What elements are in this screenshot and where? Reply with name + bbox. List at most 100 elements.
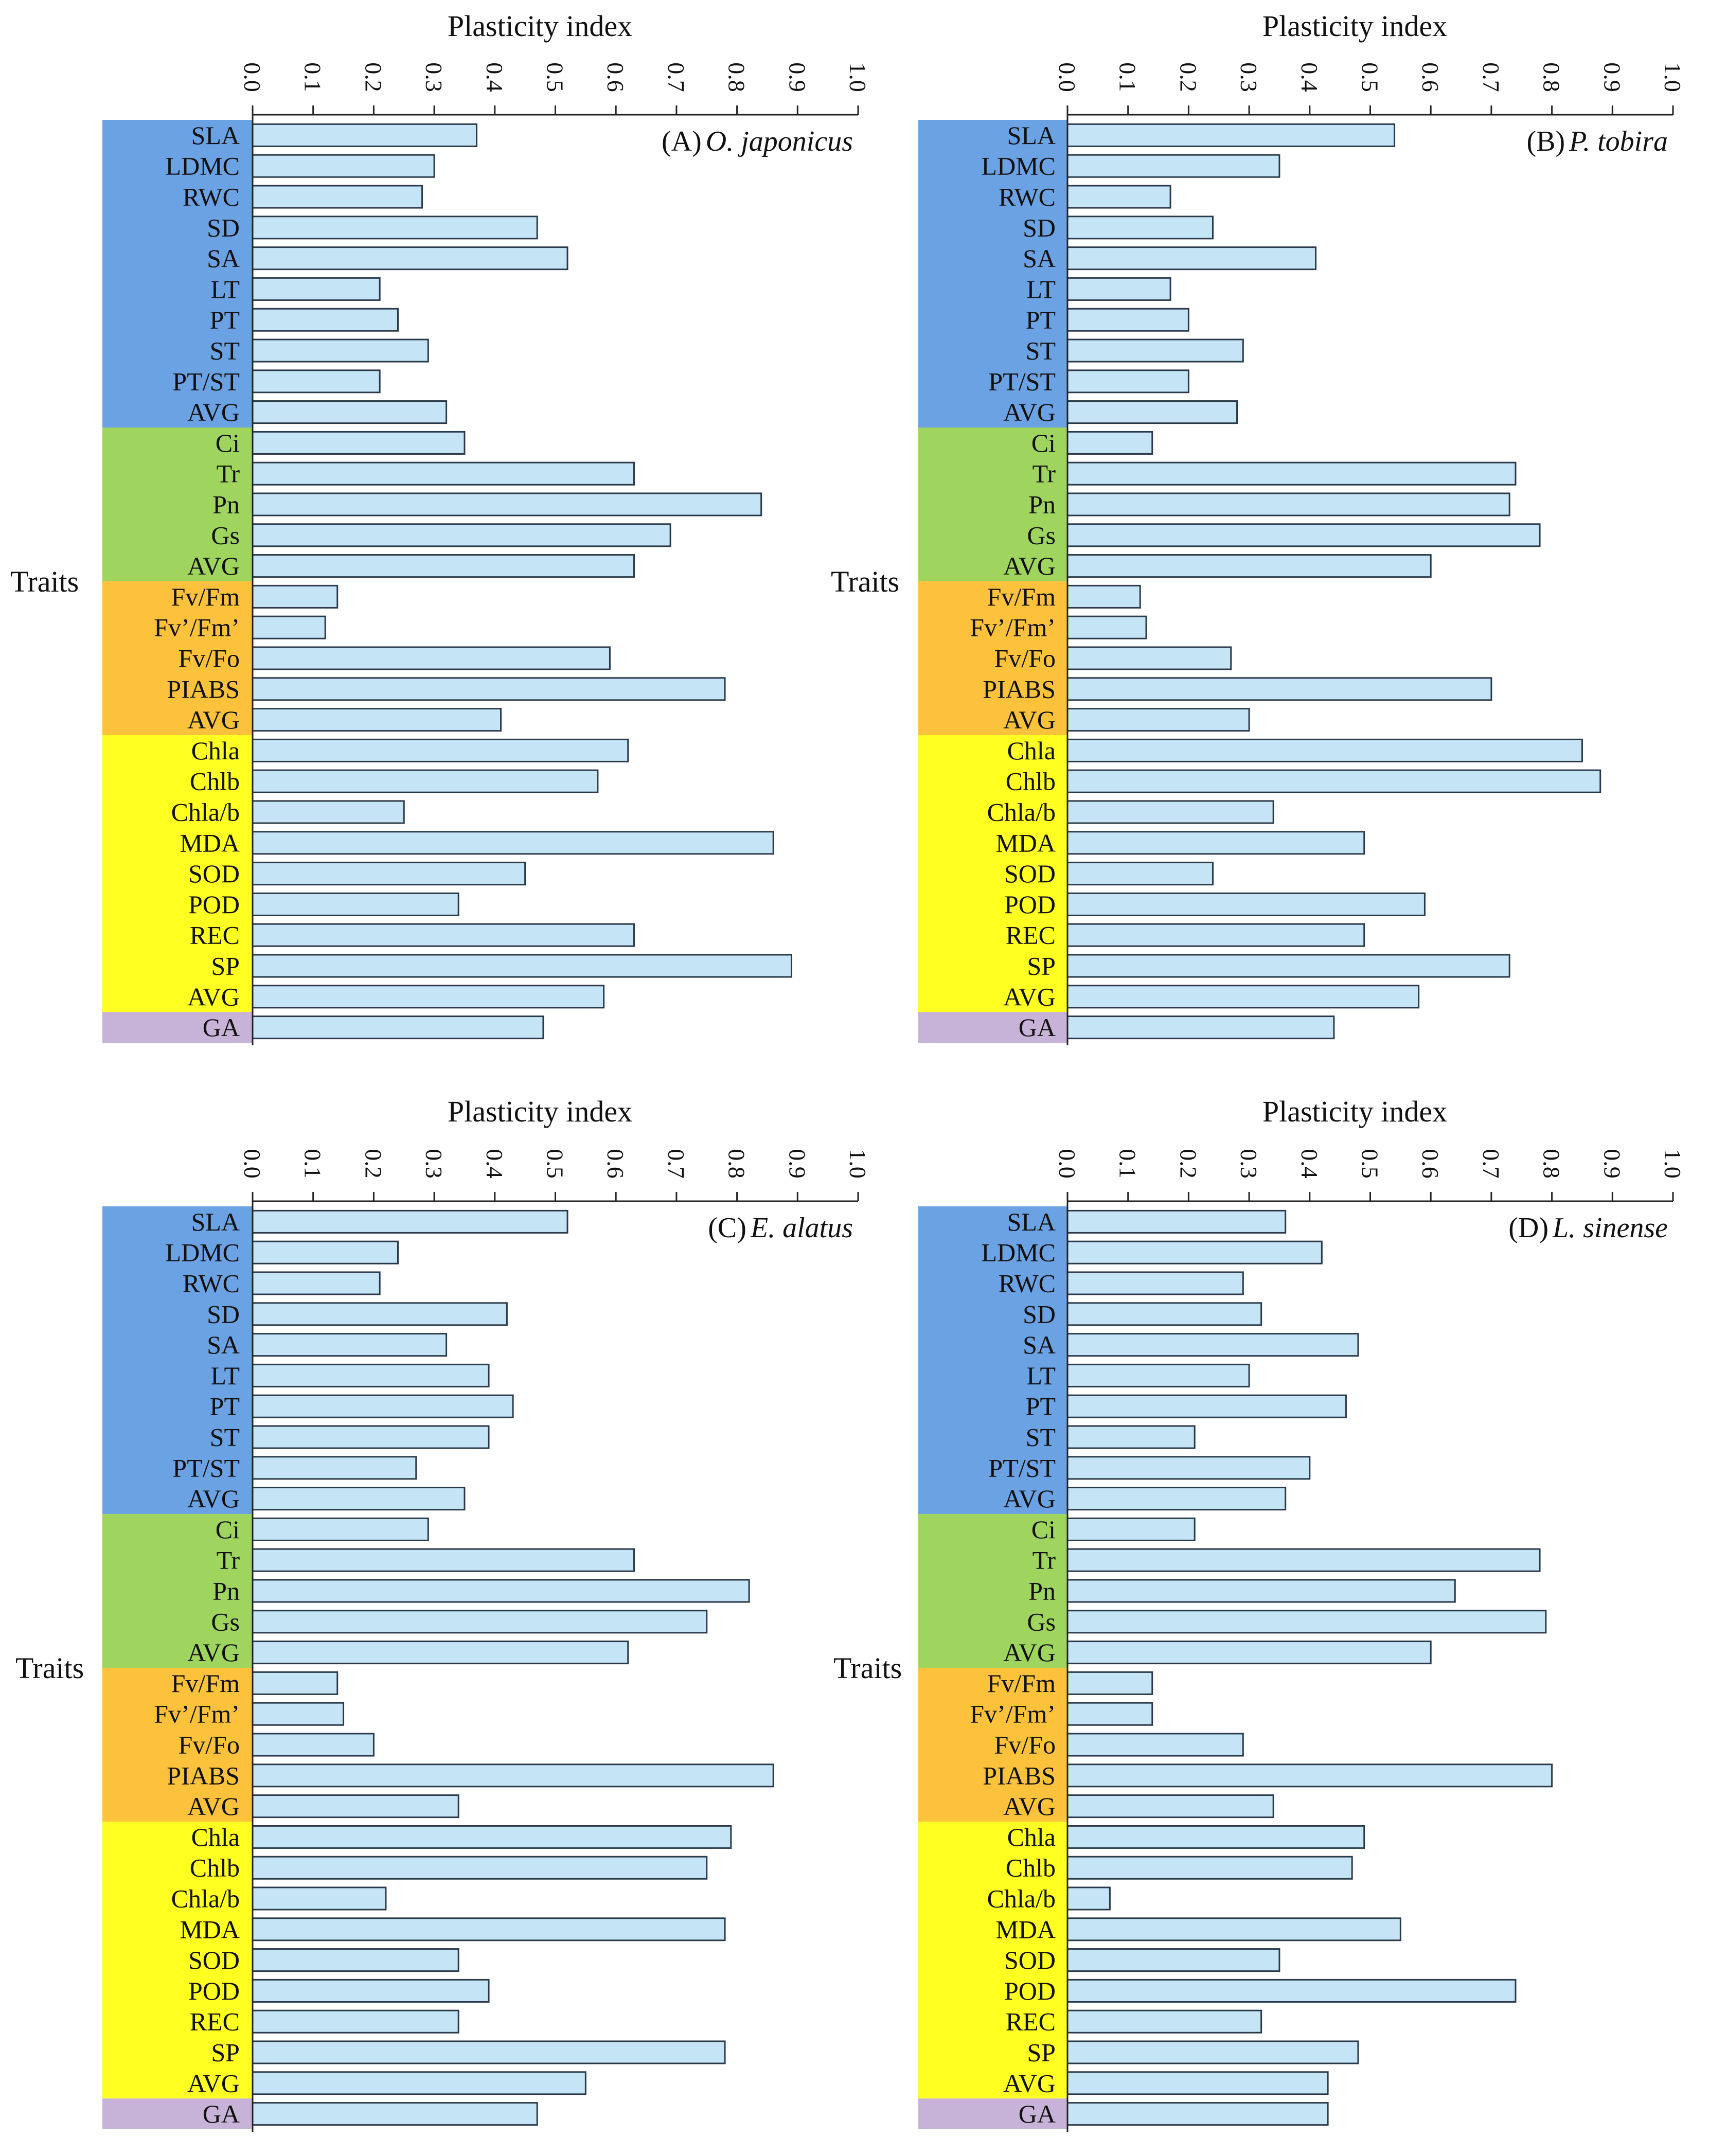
x-tick-label: 0.0 (1054, 62, 1080, 92)
bar-piabs-18 (252, 677, 726, 701)
bar-fv-fm-15 (1066, 584, 1141, 609)
trait-label: RWC (183, 183, 240, 211)
bar-lt-5 (252, 1363, 490, 1387)
trait-label: AVG (1003, 705, 1056, 734)
bar-ci-10 (252, 431, 466, 455)
trait-label: Chla/b (171, 1884, 240, 1913)
trait-label: SA (207, 1330, 240, 1359)
trait-label: Chla (1007, 736, 1056, 765)
trait-label: AVG (187, 1484, 240, 1513)
trait-group-band-overall (918, 1012, 1067, 1043)
trait-label: Chlb (1006, 1854, 1056, 1882)
trait-label: SOD (188, 859, 240, 888)
trait-label: LDMC (982, 152, 1056, 181)
trait-label: PT/ST (988, 367, 1056, 396)
trait-label: AVG (187, 1638, 240, 1667)
x-tick-label: 0.5 (1357, 62, 1383, 92)
trait-group-band-fluorescence (918, 581, 1067, 735)
bar-mda-23 (252, 1917, 726, 1941)
bar-avg-9 (252, 400, 448, 424)
trait-label: LT (1027, 275, 1056, 304)
bar-sa-4 (1066, 246, 1317, 271)
bar-chlb-21 (1066, 769, 1601, 793)
bar-avg-14 (1066, 554, 1432, 578)
trait-label: AVG (187, 2069, 240, 2097)
chart-panel-4: SLALDMCRWCSDSALTPTSTPT/STAVGCiTrPnGsAVGF… (833, 1095, 1686, 2132)
trait-label: Fv’/Fm’ (970, 1700, 1056, 1729)
trait-label: AVG (187, 551, 240, 580)
x-tick-label: 0.9 (784, 1149, 810, 1179)
panel-label: (D) L. sinense (1508, 1212, 1668, 1244)
bar-mda-23 (1066, 831, 1365, 855)
bar-fv-fm-15 (252, 584, 339, 609)
bar-sla-0 (1066, 1209, 1287, 1234)
bar-avg-19 (252, 1794, 459, 1819)
x-tick-label: 0.1 (1115, 62, 1141, 92)
bar-lt-5 (1066, 1363, 1250, 1387)
trait-label: ST (1026, 336, 1056, 365)
bar-lt-5 (1066, 277, 1171, 301)
trait-label: Gs (1027, 1607, 1056, 1636)
x-tick-label: 0.2 (360, 62, 386, 92)
trait-label: Fv’/Fm’ (154, 613, 240, 642)
trait-group-band-fluorescence (102, 581, 253, 735)
trait-label: Chlb (190, 767, 240, 796)
panel-letter: (B) (1526, 126, 1565, 157)
bar-sp-27 (252, 2040, 726, 2064)
bar-gs-13 (1066, 523, 1541, 547)
bar-pn-12 (1066, 1579, 1456, 1603)
trait-label: Chla (1007, 1823, 1056, 1851)
bar-ga-29 (1066, 1015, 1335, 1040)
trait-label: Ci (1031, 429, 1056, 457)
trait-label: Tr (217, 1546, 240, 1575)
x-tick-label: 0.8 (1539, 1149, 1565, 1179)
trait-group-band-morphological (102, 1206, 253, 1514)
trait-label: SLA (191, 1207, 240, 1236)
trait-label: AVG (1003, 2069, 1056, 2097)
trait-label: PIABS (983, 1761, 1056, 1790)
bar-pod-25 (252, 892, 459, 916)
trait-label: Chla (191, 1823, 240, 1851)
trait-label: SOD (1004, 859, 1056, 888)
bar-pod-25 (1066, 892, 1426, 916)
trait-label: AVG (1003, 1484, 1056, 1513)
bar-sod-24 (252, 862, 526, 886)
trait-label: Tr (1032, 1546, 1056, 1575)
trait-group-band-overall (102, 1012, 253, 1043)
trait-label: SLA (191, 121, 240, 150)
x-tick-label: 0.7 (1478, 1149, 1504, 1179)
trait-label: SA (207, 244, 240, 273)
trait-label: REC (190, 921, 240, 950)
x-tick-label: 0.4 (482, 62, 508, 92)
trait-group-band-biochemical (918, 735, 1067, 1012)
bar-gs-13 (1066, 1610, 1547, 1634)
panel-letter: (C) (708, 1212, 746, 1244)
bar-sp-27 (1066, 954, 1510, 978)
x-tick-label: 0.3 (421, 1149, 447, 1179)
x-tick-label: 0.0 (1054, 1149, 1080, 1179)
trait-group-band-fluorescence (102, 1668, 253, 1822)
trait-label: Chlb (190, 1854, 240, 1882)
bar-rec-26 (252, 923, 635, 947)
bar-tr-11 (252, 461, 635, 486)
bar-chlb-21 (1066, 1856, 1353, 1880)
x-tick-label: 0.8 (1539, 62, 1565, 92)
bar-sa-4 (252, 246, 568, 271)
bar-pn-12 (252, 1579, 750, 1603)
trait-label: SD (207, 1299, 240, 1328)
chart-panel-3: SLALDMCRWCSDSALTPTSTPT/STAVGCiTrPnGsAVGF… (15, 1095, 871, 2132)
bar-pt-6 (252, 308, 399, 332)
bar-pn-12 (252, 492, 762, 516)
x-tick-label: 0.6 (1417, 1149, 1444, 1179)
trait-label: Fv/Fo (994, 1731, 1056, 1759)
x-tick-label: 1.0 (845, 62, 871, 92)
panel-letter: (A) (662, 126, 702, 157)
bar-sd-3 (252, 216, 538, 240)
trait-label: GA (1019, 1013, 1056, 1042)
trait-label: GA (203, 1013, 240, 1042)
bar-gs-13 (252, 1610, 708, 1634)
trait-label: PT (1026, 306, 1056, 334)
bar-st-7 (1066, 1425, 1196, 1449)
x-tick-label: 0.2 (1175, 1149, 1201, 1179)
x-tick-label: 0.1 (300, 1149, 326, 1179)
